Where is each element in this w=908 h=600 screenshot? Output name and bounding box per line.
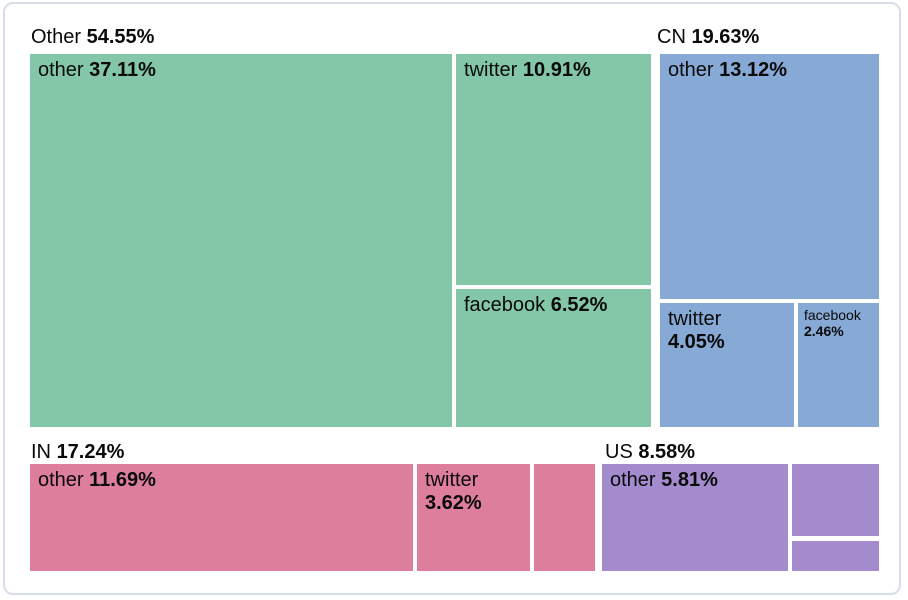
group-header-cn: CN 19.63%	[657, 27, 759, 47]
group-header-us-label: US	[605, 441, 633, 463]
cell-label: twitter	[464, 59, 518, 81]
cell-label: other	[668, 59, 714, 81]
group-header-other-label: Other	[31, 26, 82, 48]
cell-cn-facebook[interactable]: facebook 2.46%	[798, 303, 879, 427]
cell-other-facebook[interactable]: facebook 6.52%	[456, 289, 651, 427]
cell-value: 10.91%	[522, 59, 591, 81]
cell-label: facebook	[804, 307, 861, 323]
cell-value: 2.46%	[804, 323, 844, 340]
cell-label: other	[610, 469, 656, 491]
cell-in-unlabeled[interactable]	[534, 464, 595, 571]
cell-value: 37.11%	[89, 59, 156, 81]
cell-label: facebook	[464, 294, 546, 316]
cell-cn-other[interactable]: other 13.12%	[660, 54, 879, 299]
cell-us-other[interactable]: other 5.81%	[602, 464, 788, 571]
group-header-in-value: 17.24%	[56, 441, 125, 463]
group-header-us-value: 8.58%	[638, 441, 696, 463]
cell-value: 11.69%	[89, 469, 156, 491]
cell-value: 13.12%	[719, 59, 787, 81]
cell-other-twitter[interactable]: twitter 10.91%	[456, 54, 651, 285]
group-header-other-value: 54.55%	[86, 26, 155, 48]
cell-value: 3.62%	[425, 492, 482, 514]
cell-label: other	[38, 469, 84, 491]
cell-value: 4.05%	[668, 331, 725, 353]
cell-value: 6.52%	[550, 294, 608, 316]
group-header-in: IN 17.24%	[31, 442, 124, 462]
cell-label: twitter	[668, 308, 722, 330]
group-header-other: Other 54.55%	[31, 27, 154, 47]
group-header-us: US 8.58%	[605, 442, 695, 462]
cell-value: 5.81%	[661, 469, 718, 491]
cell-in-twitter[interactable]: twitter 3.62%	[417, 464, 530, 571]
cell-us-unlabeled-1[interactable]	[792, 464, 879, 536]
group-header-in-label: IN	[31, 441, 51, 463]
cell-other-other[interactable]: other 37.11%	[30, 54, 452, 427]
cell-label: twitter	[425, 469, 479, 491]
cell-in-other[interactable]: other 11.69%	[30, 464, 413, 571]
cell-label: other	[38, 59, 84, 81]
cell-cn-twitter[interactable]: twitter 4.05%	[660, 303, 794, 427]
group-header-cn-label: CN	[657, 26, 686, 48]
cell-us-unlabeled-2[interactable]	[792, 541, 879, 571]
group-header-cn-value: 19.63%	[691, 26, 760, 48]
